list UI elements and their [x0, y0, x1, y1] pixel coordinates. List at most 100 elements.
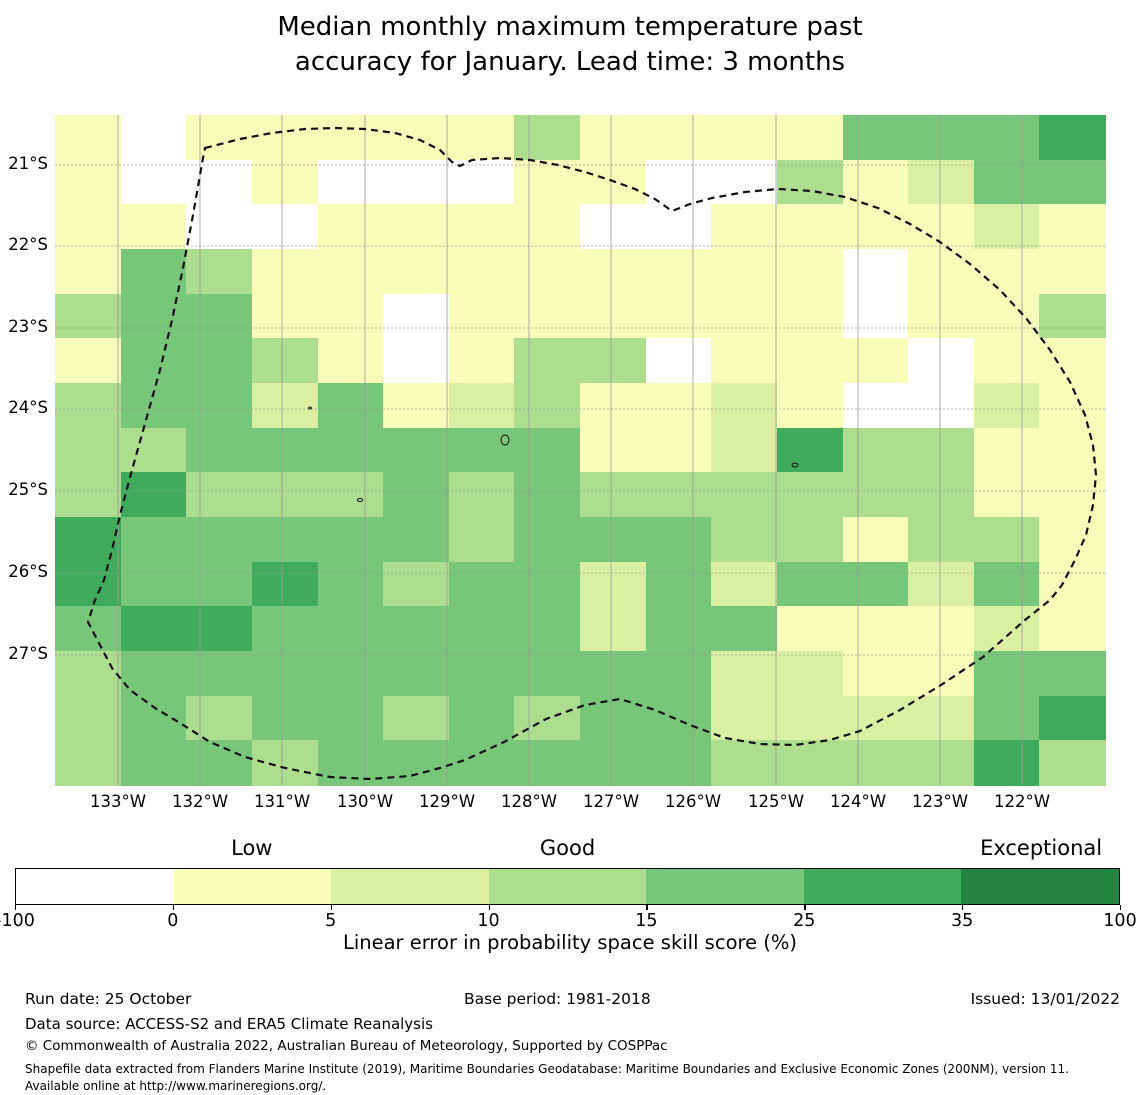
map-cell [251, 115, 319, 161]
map-cell [186, 159, 253, 205]
lon-tick-label: 129°W [418, 792, 476, 811]
map-cell [448, 204, 515, 250]
map-cell [186, 204, 253, 250]
lon-tick-label: 122°W [993, 792, 1051, 811]
colorbar-tick-mark [488, 905, 490, 910]
map-cell [1039, 561, 1106, 607]
colorbar-segment [961, 869, 1120, 904]
map-cell [645, 249, 712, 295]
map-cell [383, 427, 450, 473]
map-cell [645, 517, 712, 563]
map-cell [580, 293, 647, 339]
map-cell [55, 293, 122, 339]
map-cell [317, 249, 384, 295]
map-cell [448, 606, 515, 652]
footer-data-source: Data source: ACCESS-S2 and ERA5 Climate … [25, 1015, 433, 1033]
map-cell [251, 517, 319, 563]
map-cell [711, 517, 778, 563]
map-cell [776, 517, 844, 563]
map-cell [1039, 115, 1106, 161]
map-cell [776, 740, 844, 786]
map-cell [908, 695, 975, 741]
map-cell [711, 338, 778, 384]
map-cell [383, 606, 450, 652]
map-cell [908, 651, 975, 697]
map-cell [448, 695, 515, 741]
map-cell [55, 338, 122, 384]
map-cell [908, 427, 975, 473]
map-cell [842, 740, 909, 786]
map-cell [908, 159, 975, 205]
map-cell [776, 472, 844, 518]
map-cell [448, 115, 515, 161]
map-cell [514, 517, 581, 563]
map-cell [973, 517, 1040, 563]
map-cell [251, 383, 319, 429]
map-cell [514, 740, 581, 786]
map-cell [186, 606, 253, 652]
map-cell [776, 383, 844, 429]
map-cell [580, 204, 647, 250]
map-cell [514, 338, 581, 384]
lat-tick-label: 22°S [8, 235, 48, 254]
map-cell [908, 249, 975, 295]
map-cell [186, 651, 253, 697]
map-cell [317, 517, 384, 563]
map-cell [186, 338, 253, 384]
colorbar-tick-label: 25 [793, 911, 816, 931]
map-cell [317, 695, 384, 741]
colorbar-tick-label: 10 [477, 911, 500, 931]
island-outline [500, 434, 510, 446]
lon-tick-label: 133°W [89, 792, 147, 811]
lon-tick-label: 130°W [336, 792, 394, 811]
map-cell [973, 383, 1040, 429]
map-cell [842, 651, 909, 697]
map-cell [842, 561, 909, 607]
map-cell [842, 159, 909, 205]
map-cell [842, 249, 909, 295]
map-cell [383, 651, 450, 697]
map-cell [251, 651, 319, 697]
map-cell [383, 293, 450, 339]
lon-tick-label: 128°W [500, 792, 558, 811]
map-cell [186, 517, 253, 563]
map-cell [317, 561, 384, 607]
map-cell [120, 561, 187, 607]
map-cell [908, 293, 975, 339]
map-cell [973, 338, 1040, 384]
map-cell [448, 740, 515, 786]
map-cell [383, 561, 450, 607]
map-cell [580, 249, 647, 295]
map-cell [120, 651, 187, 697]
map-cell [317, 651, 384, 697]
lon-tick-label: 123°W [911, 792, 969, 811]
map-cell [317, 293, 384, 339]
chart-title-line2: accuracy for January. Lead time: 3 month… [294, 47, 846, 77]
map-cell [383, 695, 450, 741]
map-cell [711, 561, 778, 607]
map-cell [120, 338, 187, 384]
map-cell [580, 115, 647, 161]
map-cell [514, 249, 581, 295]
map-cell [1039, 293, 1106, 339]
map-cell [317, 159, 384, 205]
map-cell [186, 472, 253, 518]
map-cell [383, 159, 450, 205]
map-cell [55, 204, 122, 250]
map-cell [317, 383, 384, 429]
map-cell [973, 204, 1040, 250]
map-cell [645, 338, 712, 384]
map-cell [448, 561, 515, 607]
map-cell [120, 517, 187, 563]
lat-tick-label: 25°S [8, 480, 48, 499]
lon-tick-label: 125°W [747, 792, 805, 811]
map-cell [448, 249, 515, 295]
footer-issued: Issued: 13/01/2022 [970, 990, 1120, 1008]
colorbar-tick-mark [15, 905, 17, 910]
map-cell [1039, 606, 1106, 652]
eez-boundary-outline [86, 126, 1098, 781]
map-cell [120, 695, 187, 741]
map-cell [645, 651, 712, 697]
map-cell [711, 159, 778, 205]
